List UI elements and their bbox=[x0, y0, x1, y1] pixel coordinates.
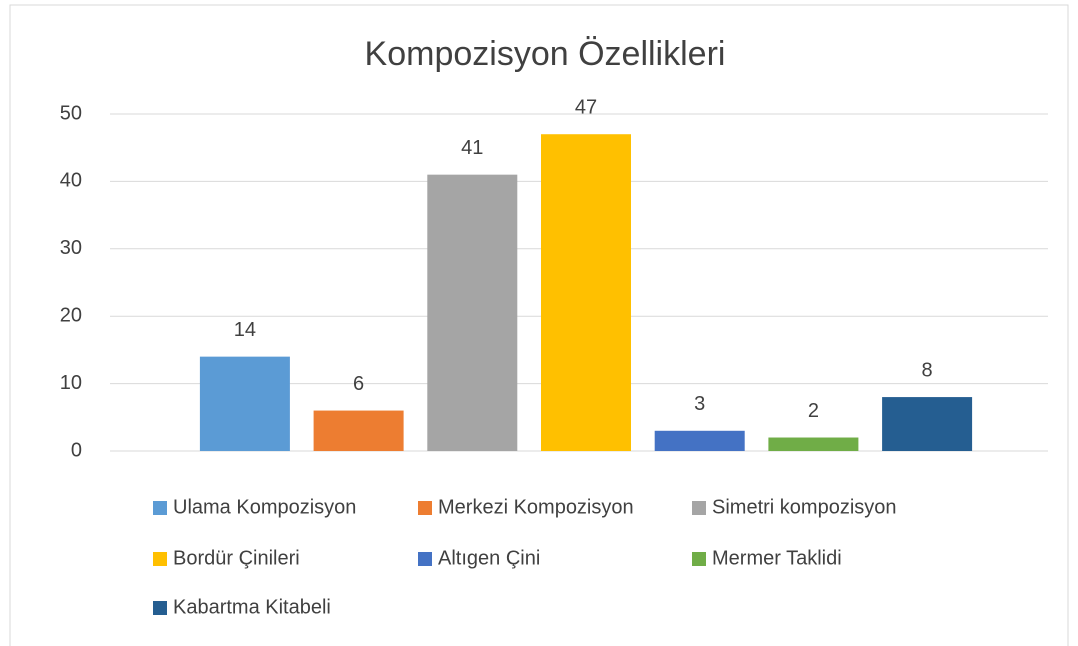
data-label: 6 bbox=[353, 373, 364, 395]
legend-swatch bbox=[153, 501, 167, 515]
y-tick-label: 30 bbox=[60, 237, 82, 259]
legend-swatch bbox=[692, 501, 706, 515]
bar bbox=[541, 134, 631, 451]
legend-label: Kabartma Kitabeli bbox=[173, 596, 331, 618]
y-tick-label: 0 bbox=[71, 439, 82, 461]
y-tick-label: 40 bbox=[60, 170, 82, 192]
bar bbox=[427, 174, 518, 451]
bar bbox=[654, 430, 745, 451]
legend-label: Mermer Taklidi bbox=[712, 547, 842, 569]
bar bbox=[768, 437, 859, 451]
legend-label: Ulama Kompozisyon bbox=[173, 496, 356, 518]
legend-swatch bbox=[418, 552, 432, 566]
legend-swatch bbox=[153, 552, 167, 566]
bar bbox=[199, 356, 290, 451]
legend-swatch bbox=[692, 552, 706, 566]
legend-label: Simetri kompozisyon bbox=[712, 496, 897, 518]
legend-label: Bordür Çinileri bbox=[173, 547, 300, 569]
chart-title: Kompozisyon Özellikleri bbox=[365, 35, 726, 73]
y-tick-label: 50 bbox=[60, 102, 82, 124]
y-tick-label: 20 bbox=[60, 304, 82, 326]
bar bbox=[313, 410, 404, 451]
data-label: 41 bbox=[461, 137, 483, 159]
legend-label: Altıgen Çini bbox=[438, 547, 540, 569]
legend-label: Merkezi Kompozisyon bbox=[438, 496, 634, 518]
data-label: 8 bbox=[922, 359, 933, 381]
legend-swatch bbox=[153, 601, 167, 615]
legend-swatch bbox=[418, 501, 432, 515]
data-label: 2 bbox=[808, 400, 819, 422]
data-label: 14 bbox=[234, 319, 256, 341]
chart-border bbox=[9, 4, 1069, 646]
data-label: 3 bbox=[694, 393, 705, 415]
data-label: 47 bbox=[575, 97, 597, 119]
bar bbox=[882, 397, 973, 451]
y-tick-label: 10 bbox=[60, 372, 82, 394]
